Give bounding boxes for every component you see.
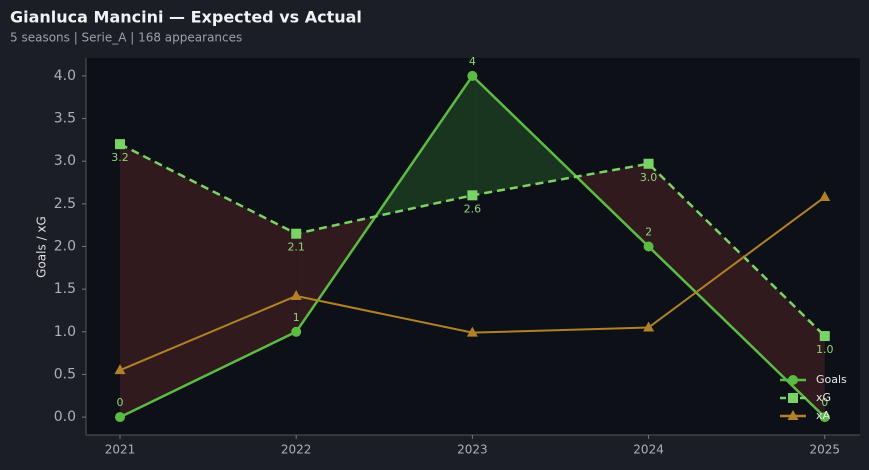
y-tick-label: 2.5 [54,196,76,212]
marker [467,70,478,81]
marker [115,139,126,150]
value-label: 0 [821,396,828,409]
legend-label: Goals [816,373,847,386]
fill-between [648,163,825,418]
value-label: 2 [645,226,652,239]
y-tick-label: 2.0 [54,239,76,255]
marker [466,326,478,337]
marker [643,321,655,332]
value-label: 4 [469,55,476,68]
x-tick-label: 2022 [281,443,312,457]
marker [819,412,830,423]
y-tick-label: 1.5 [54,281,76,297]
value-label: 1.0 [816,343,834,356]
legend-label: xG [816,391,831,404]
value-label: 3.2 [111,151,129,164]
x-tick-label: 2025 [809,443,840,457]
marker [290,289,302,300]
x-tick-label: 2023 [457,443,488,457]
y-tick-label: 0.0 [54,409,76,425]
legend-label: xA [816,409,831,422]
marker [467,190,478,201]
value-label: 2.6 [464,202,482,215]
value-label: 1 [293,311,300,324]
y-tick-label: 3.0 [54,153,76,169]
y-tick-label: 0.5 [54,366,76,382]
y-tick-label: 4.0 [54,68,76,84]
marker [819,331,830,342]
fill-between [472,75,577,196]
marker [291,326,302,337]
marker [114,364,126,375]
marker [291,228,302,239]
marker [643,158,654,169]
y-axis-label: Goals / xG [35,216,49,278]
x-tick-label: 2024 [633,443,664,457]
y-tick-label: 3.5 [54,111,76,127]
value-label: 0 [117,396,124,409]
legend-marker [788,393,798,403]
marker [819,191,831,202]
title: Gianluca Mancini — Expected vs Actual [10,8,362,27]
subtitle: 5 seasons | Serie_A | 168 appearances [10,31,242,45]
legend-marker [788,375,798,385]
y-tick-label: 1.0 [54,324,76,340]
x-tick-label: 2021 [105,443,136,457]
value-label: 2.1 [287,241,305,254]
marker [643,241,654,252]
fill-between [576,163,649,247]
legend-marker [787,410,799,420]
marker [115,412,126,423]
value-label: 3.0 [640,171,658,184]
